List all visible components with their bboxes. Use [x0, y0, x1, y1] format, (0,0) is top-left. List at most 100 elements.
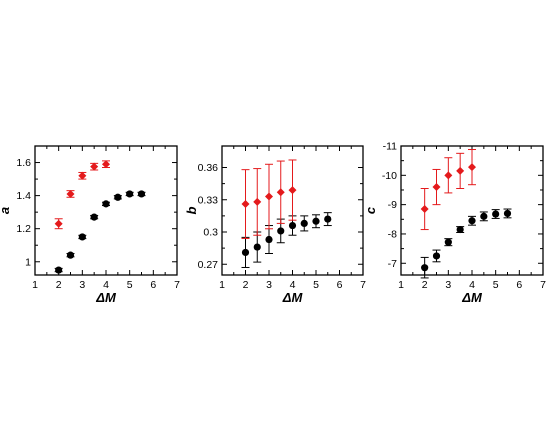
circle-marker: [66, 251, 75, 259]
data-point: [324, 215, 332, 223]
y-tick-label: -9: [388, 199, 397, 211]
data-point: [54, 219, 63, 228]
circle-marker: [456, 225, 465, 234]
data-point: [102, 200, 110, 208]
data-point: [78, 233, 86, 241]
x-tick-label: 1: [398, 279, 404, 291]
circle-marker: [323, 212, 332, 227]
x-tick-label: 6: [516, 279, 522, 291]
x-axis-title: ΔM: [282, 290, 304, 305]
data-point: [492, 210, 500, 218]
data-point: [66, 189, 75, 198]
data-point: [503, 209, 512, 218]
diamond-marker: [468, 149, 476, 186]
circle-marker: [253, 231, 262, 263]
diamond-marker: [102, 160, 110, 169]
x-axis-title: ΔM: [461, 290, 483, 305]
data-point: [421, 264, 429, 272]
data-point: [137, 190, 146, 198]
circle-marker: [468, 215, 476, 226]
data-point: [276, 188, 285, 197]
diamond-marker: [54, 218, 63, 230]
x-tick-label: 4: [290, 279, 296, 291]
circle-marker: [479, 211, 488, 222]
data-point: [265, 235, 273, 244]
diamond-marker: [288, 159, 297, 221]
data-point: [253, 243, 261, 251]
data-point: [288, 221, 297, 230]
diamond-marker: [90, 162, 99, 171]
data-point: [444, 238, 452, 246]
data-point: [241, 248, 250, 257]
data-point: [66, 251, 75, 259]
x-tick-label: 1: [219, 279, 225, 291]
x-tick-label: 2: [243, 279, 249, 291]
x-tick-label: 7: [540, 279, 546, 291]
circle-marker: [300, 215, 309, 232]
y-axis-title: b: [184, 206, 199, 214]
x-tick-label: 7: [360, 279, 366, 291]
data-point: [432, 183, 441, 192]
diamond-marker: [78, 171, 87, 180]
data-point: [114, 193, 122, 201]
series-1: [420, 208, 512, 279]
y-tick-label: -11: [383, 141, 398, 153]
circle-marker: [265, 225, 273, 254]
series-2: [420, 149, 476, 231]
data-point: [312, 217, 320, 225]
data-point: [126, 190, 134, 198]
panel-c: 1 2 3 4 5 6 7 -7 -8 -9 -10 -11 ΔM c: [363, 141, 546, 306]
data-point: [468, 217, 476, 225]
diamond-marker: [276, 160, 285, 224]
series-2: [54, 160, 110, 230]
series-2: [241, 159, 297, 239]
circle-marker: [125, 190, 134, 198]
y-axis-title: a: [0, 207, 12, 214]
circle-marker: [432, 249, 441, 263]
x-tick-label: 6: [337, 279, 343, 291]
circle-marker: [137, 190, 146, 198]
y-tick-label: 1.6: [16, 157, 31, 169]
y-tick-label: 0.36: [198, 162, 219, 174]
x-tick-label: 3: [79, 279, 85, 291]
circle-marker: [312, 214, 320, 229]
x-tick-label: 5: [127, 279, 133, 291]
x-tick-label: 2: [56, 279, 62, 291]
panel-a: 1 2 3 4 5 6 7 1 1.2 1.4 1.6 ΔM a: [0, 145, 180, 305]
x-tick-label: 5: [313, 279, 319, 291]
data-point: [420, 205, 429, 214]
data-point: [444, 171, 453, 180]
x-axis-title: ΔM: [95, 290, 117, 305]
data-point: [102, 160, 110, 169]
circle-marker: [491, 209, 500, 219]
circle-marker: [113, 193, 122, 201]
diamond-marker: [66, 189, 75, 198]
data-point: [480, 212, 488, 220]
y-tick-label: -8: [388, 228, 397, 240]
data-point: [90, 162, 99, 171]
x-tick-label: 2: [422, 279, 428, 291]
data-point: [468, 163, 476, 172]
diamond-marker: [444, 157, 453, 194]
x-tick-label: 3: [445, 279, 451, 291]
diamond-marker: [456, 152, 465, 190]
y-tick-label: 0.33: [198, 194, 219, 206]
data-point: [78, 171, 87, 180]
circle-marker: [420, 256, 429, 279]
diamond-marker: [432, 168, 441, 206]
circle-marker: [78, 233, 87, 241]
y-tick-label: -10: [382, 170, 397, 182]
data-point: [253, 197, 262, 206]
y-tick-label: 0.3: [203, 227, 218, 239]
y-tick-label: 1.2: [16, 223, 31, 235]
circle-marker: [90, 213, 99, 221]
panel-b: 1 2 3 4 5 6 7 0.27 0.3 0.33 0.36 ΔM b: [184, 145, 366, 305]
x-tick-label: 4: [103, 279, 109, 291]
circle-marker: [54, 266, 63, 274]
data-point: [288, 186, 297, 195]
y-tick-label: 1.4: [16, 190, 31, 202]
circle-marker: [102, 200, 110, 208]
x-tick-label: 7: [174, 279, 180, 291]
